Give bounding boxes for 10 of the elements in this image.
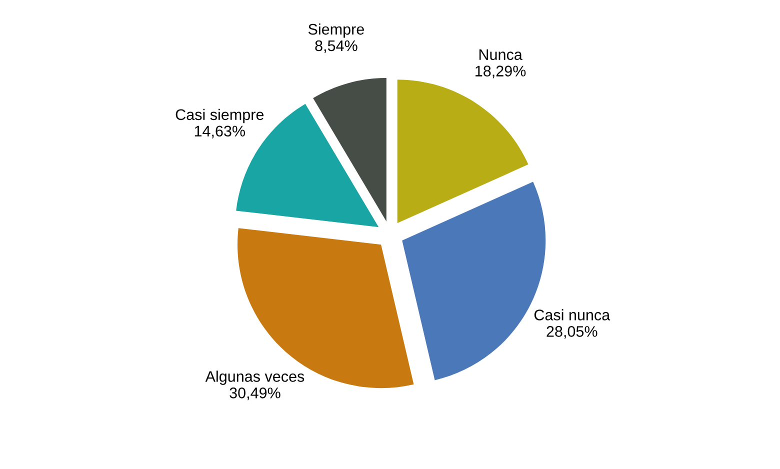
slice-label: Algunas veces: [205, 370, 304, 385]
data-label: 8,54%: [315, 40, 358, 53]
data-label: 28,05%: [546, 326, 598, 339]
slice-label: Siempre: [308, 23, 364, 38]
data-label: 18,29%: [476, 66, 526, 78]
slice-label: Casi nunca: [534, 309, 610, 320]
slice-label: Casi siempre: [176, 108, 264, 124]
slice-label: Nunca: [479, 49, 522, 60]
data-label: 14,63%: [194, 126, 246, 138]
data-label: 30,49%: [230, 388, 280, 400]
